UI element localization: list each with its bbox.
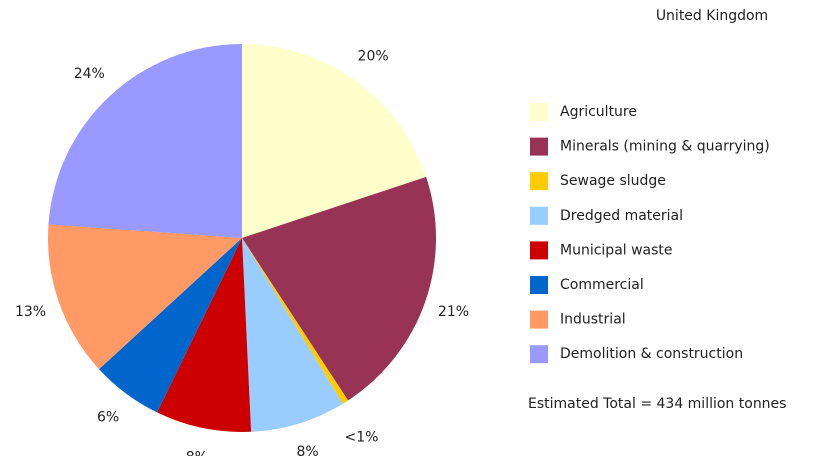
legend-label: Sewage sludge	[560, 173, 666, 189]
legend-swatch	[530, 310, 548, 329]
legend-swatch	[530, 137, 548, 156]
pie-slice	[48, 224, 242, 370]
data-label: 24%	[74, 66, 105, 82]
pie-slice	[99, 238, 242, 413]
legend-swatch	[530, 345, 548, 364]
data-label: 20%	[358, 48, 389, 64]
chart-title: United Kingdom	[656, 8, 768, 24]
legend-label: Minerals (mining & quarrying)	[560, 139, 770, 155]
legend-label: Industrial	[560, 312, 626, 328]
legend-label: Agriculture	[560, 104, 637, 120]
pie-slice	[242, 44, 427, 238]
legend-label: Municipal waste	[560, 242, 673, 258]
pie-slice	[242, 238, 343, 432]
legend-label: Demolition & construction	[560, 346, 743, 362]
total-note: Estimated Total = 434 million tonnes	[528, 396, 786, 412]
data-label: 8%	[296, 444, 318, 456]
data-label: 21%	[438, 304, 469, 320]
legend-label: Dredged material	[560, 208, 683, 224]
legend-swatch	[530, 276, 548, 294]
legend-swatch	[530, 241, 548, 260]
legend-swatch	[530, 206, 548, 225]
legend-swatch	[530, 103, 548, 121]
pie-slice	[157, 238, 252, 432]
data-label: <1%	[345, 429, 379, 445]
data-label: 13%	[15, 304, 46, 320]
pie-slice	[242, 176, 436, 401]
pie-slice	[48, 44, 243, 238]
legend-label: Commercial	[560, 277, 644, 293]
data-label: 6%	[97, 410, 119, 426]
legend-swatch	[530, 172, 548, 191]
data-label: 8%	[186, 449, 208, 456]
pie-slice	[242, 238, 349, 404]
